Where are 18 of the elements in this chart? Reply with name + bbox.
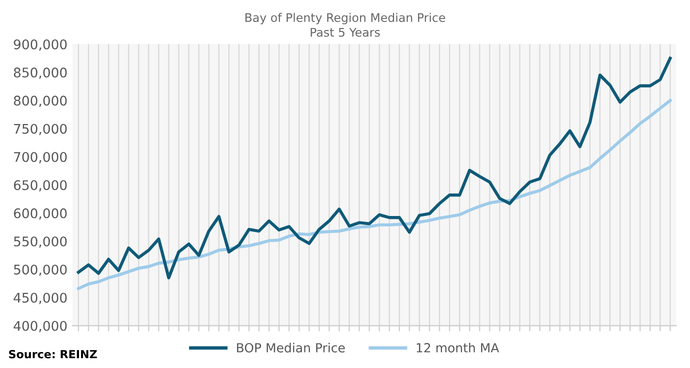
- y-tick-label: 450,000: [14, 292, 67, 304]
- y-tick-label: 600,000: [14, 208, 67, 220]
- y-tick-label: 500,000: [14, 264, 67, 276]
- y-tick-label: 700,000: [14, 152, 67, 164]
- line-series: [76, 56, 672, 280]
- y-tick-label: 800,000: [14, 96, 67, 108]
- y-tick-label: 550,000: [14, 236, 67, 248]
- y-tick-label: 900,000: [14, 39, 67, 51]
- chart-subtitle: Past 5 Years: [310, 28, 380, 37]
- y-tick-label: 650,000: [14, 180, 67, 192]
- y-tick-label: 750,000: [14, 124, 67, 136]
- source-note: Source: REINZ: [9, 350, 97, 358]
- chart-title: Bay of Plenty Region Median Price: [245, 12, 446, 24]
- legend-label: 12 month MA: [416, 342, 500, 352]
- line-series: [76, 98, 672, 290]
- y-tick-label: 400,000: [14, 320, 67, 332]
- y-tick-label: 850,000: [14, 68, 67, 79]
- legend-label: BOP Median Price: [237, 342, 345, 352]
